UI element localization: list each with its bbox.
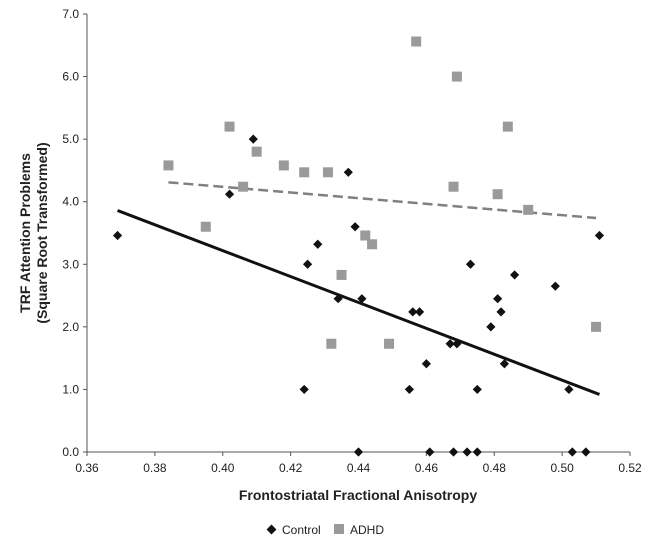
control-point	[350, 222, 360, 232]
control-point	[486, 322, 496, 332]
x-tick-label: 0.36	[75, 461, 99, 475]
legend-control-marker	[266, 524, 277, 535]
adhd-point	[163, 160, 174, 171]
adhd-point	[411, 36, 422, 47]
y-tick-label: 1.0	[62, 382, 79, 396]
x-tick-label: 0.46	[415, 461, 439, 475]
control-point	[550, 281, 560, 291]
x-tick-label: 0.38	[143, 461, 167, 475]
control-point	[112, 230, 123, 241]
adhd-point	[322, 167, 333, 178]
y-tick-label: 3.0	[62, 257, 79, 271]
adhd-point	[278, 160, 289, 171]
y-tick-label: 5.0	[62, 132, 79, 146]
legend-adhd-label: ADHD	[350, 523, 384, 537]
y-tick-label: 4.0	[62, 195, 79, 209]
adhd-point	[384, 338, 395, 349]
adhd-point	[299, 167, 310, 178]
x-tick-label: 0.48	[483, 461, 507, 475]
x-tick-label: 0.50	[550, 461, 574, 475]
control-point	[425, 447, 435, 457]
adhd-point	[200, 221, 211, 232]
trend-lines	[117, 181, 600, 396]
adhd-point	[336, 269, 347, 280]
axes	[86, 14, 630, 453]
control-point	[510, 270, 520, 280]
control-point	[472, 447, 482, 457]
control-point	[404, 384, 415, 395]
control-point	[357, 294, 367, 304]
control-point	[353, 447, 364, 457]
control-point	[414, 307, 425, 317]
adhd-point	[326, 338, 337, 349]
adhd-point	[367, 239, 378, 250]
x-tick-label: 0.40	[211, 461, 235, 475]
control-point	[567, 447, 577, 457]
adhd-point	[523, 204, 534, 215]
control-point	[499, 359, 510, 369]
control-point	[248, 134, 258, 144]
data-points	[112, 36, 605, 457]
adhd-point	[360, 230, 371, 241]
legend-adhd-marker	[334, 524, 344, 534]
control-point	[299, 384, 309, 395]
y-tick-label: 6.0	[62, 70, 79, 84]
y-tick-label: 0.0	[62, 445, 79, 459]
adhd-point	[492, 189, 503, 200]
legend-control-label: Control	[282, 523, 321, 537]
control-point	[313, 239, 323, 249]
control-point	[445, 339, 455, 349]
y-tick-label: 2.0	[62, 320, 79, 334]
control-point	[594, 230, 605, 241]
x-axis-title: Frontostriatal Fractional Anisotropy	[239, 487, 477, 503]
adhd-point	[448, 181, 459, 192]
control-point	[224, 189, 235, 199]
control-point	[448, 447, 459, 457]
adhd-point	[238, 181, 249, 192]
control-point	[408, 307, 418, 317]
adhd-point	[251, 146, 262, 157]
control-point	[452, 339, 462, 349]
control-point	[564, 384, 574, 395]
control-point	[493, 294, 503, 304]
control-point	[462, 447, 472, 457]
control-point	[465, 259, 476, 269]
control-point	[581, 447, 591, 457]
control-trend-line	[117, 209, 600, 396]
adhd-trend-line	[168, 181, 597, 220]
x-tick-label: 0.42	[279, 461, 303, 475]
y-axis-title-line-2: (Square Root Transformed)	[34, 142, 50, 323]
adhd-point	[224, 121, 235, 132]
y-axis-title-line-1: TRF Attention Problems	[17, 153, 33, 313]
control-point	[472, 384, 482, 395]
y-axis-title: TRF Attention Problems (Square Root Tran…	[17, 142, 50, 323]
tick-labels: 0.36 0.38 0.40 0.42 0.44 0.46 0.48 0.50 0.52 0.0 1…	[62, 7, 642, 475]
legend: Control ADHD	[266, 523, 384, 537]
x-tick-label: 0.44	[347, 461, 371, 475]
x-tick-label: 0.52	[618, 461, 642, 475]
adhd-point	[591, 321, 602, 332]
y-tick-label: 7.0	[62, 7, 79, 21]
control-point	[333, 294, 343, 304]
adhd-point	[451, 71, 462, 82]
adhd-point	[502, 121, 513, 132]
control-point	[421, 359, 431, 369]
control-point	[343, 167, 353, 177]
control-point	[302, 259, 313, 269]
control-point	[496, 307, 506, 317]
